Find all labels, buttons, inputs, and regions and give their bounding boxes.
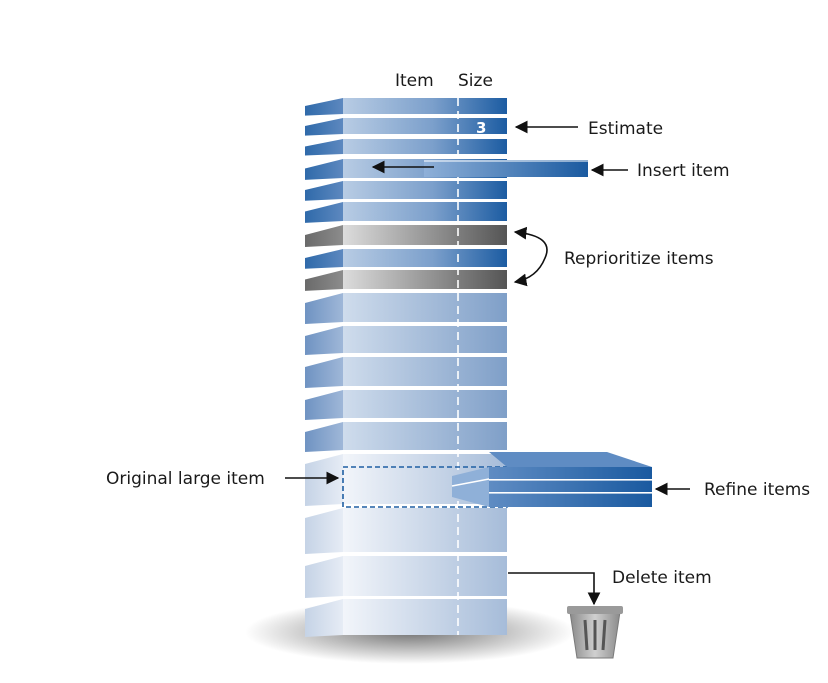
stack-item — [305, 139, 507, 156]
label-original-large-item: Original large item — [106, 469, 265, 489]
reprioritize-arrow — [513, 226, 548, 287]
stack-item — [305, 225, 507, 247]
stack-item — [305, 118, 507, 136]
refined-items — [451, 452, 652, 507]
stack-item — [305, 556, 507, 598]
label-refine-items: Refine items — [704, 480, 810, 500]
header-item: Item — [395, 71, 434, 91]
stack-item — [305, 249, 507, 269]
backlog-stack — [305, 98, 507, 637]
stack-item — [305, 508, 507, 554]
inserted-item-bar — [424, 160, 588, 177]
stack-item — [305, 293, 507, 324]
stack-item — [305, 202, 507, 223]
stack-item — [305, 599, 507, 637]
label-insert-item: Insert item — [637, 161, 730, 181]
stack-item — [305, 422, 507, 452]
stack-item — [305, 181, 507, 201]
stack-item — [305, 98, 507, 116]
stack-item — [305, 270, 507, 291]
stack-item — [305, 357, 507, 388]
label-delete-item: Delete item — [612, 568, 712, 588]
delete-arrow — [508, 572, 601, 606]
header-size: Size — [458, 71, 493, 91]
label-estimate: Estimate — [588, 119, 663, 139]
label-reprioritize-items: Reprioritize items — [564, 249, 714, 269]
stack-item — [305, 326, 507, 355]
stack-item — [305, 390, 507, 420]
trash-can-icon — [567, 606, 623, 659]
estimate-value: 3 — [476, 119, 486, 137]
